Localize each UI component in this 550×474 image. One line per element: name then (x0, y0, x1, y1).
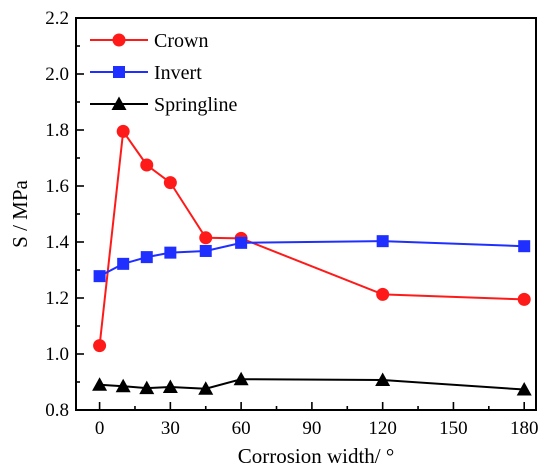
data-point (116, 124, 130, 138)
data-point (199, 244, 212, 257)
series-layer (92, 124, 532, 396)
y-axis-title: S / MPa (8, 179, 32, 247)
data-point (517, 292, 531, 306)
data-point (92, 377, 108, 391)
data-point (140, 251, 153, 264)
data-point (93, 339, 107, 353)
legend: Crown Invert Springline (90, 30, 237, 116)
data-point (140, 158, 154, 172)
data-point (235, 236, 248, 249)
y-tick-label: 2.0 (45, 64, 69, 85)
series-springline (92, 371, 532, 396)
data-point (516, 382, 532, 396)
x-tick-label: 60 (232, 418, 251, 439)
legend-label: Invert (154, 62, 202, 84)
data-point (233, 371, 249, 386)
data-point (199, 231, 213, 245)
x-tick-label: 180 (510, 418, 539, 439)
plot-frame (75, 17, 537, 411)
data-point (163, 176, 177, 190)
data-point (376, 235, 389, 248)
data-point (376, 287, 390, 301)
data-point (164, 246, 177, 259)
legend-label: Crown (154, 30, 208, 52)
x-tick-label: 150 (439, 418, 468, 439)
series-invert (93, 235, 531, 283)
data-point (139, 380, 155, 395)
x-axis-title: Corrosion width/ ° (238, 444, 395, 468)
data-point (115, 378, 131, 393)
x-tick-label: 90 (302, 418, 321, 439)
series-line (99, 240, 525, 278)
legend-marker (111, 96, 127, 110)
legend-marker (112, 33, 126, 47)
series-line (99, 378, 525, 391)
y-tick-label: 1.0 (45, 344, 69, 365)
data-point (117, 257, 130, 270)
data-point (375, 372, 391, 387)
tick-layer: 0.8 1.0 1.2 1.4 1.6 1.8 2.0 2.2 0 30 60 90 120 150 180 (45, 8, 538, 439)
data-point (198, 381, 214, 395)
x-tick-label: 30 (161, 418, 180, 439)
y-tick-label: 1.8 (45, 120, 69, 141)
x-tick-label: 120 (368, 418, 397, 439)
data-point (518, 240, 531, 253)
y-tick-label: 1.6 (45, 176, 69, 197)
legend-marker (113, 66, 125, 78)
series-line (98, 128, 525, 346)
x-tick-label: 0 (95, 418, 105, 439)
y-tick-label: 1.2 (45, 288, 69, 309)
y-tick-label: 0.8 (45, 400, 69, 421)
y-tick-label: 1.4 (45, 232, 69, 253)
data-point (93, 270, 106, 283)
legend-label: Springline (154, 94, 237, 116)
y-tick-label: 2.2 (45, 8, 69, 29)
series-crown (93, 124, 531, 353)
data-point (162, 379, 178, 394)
